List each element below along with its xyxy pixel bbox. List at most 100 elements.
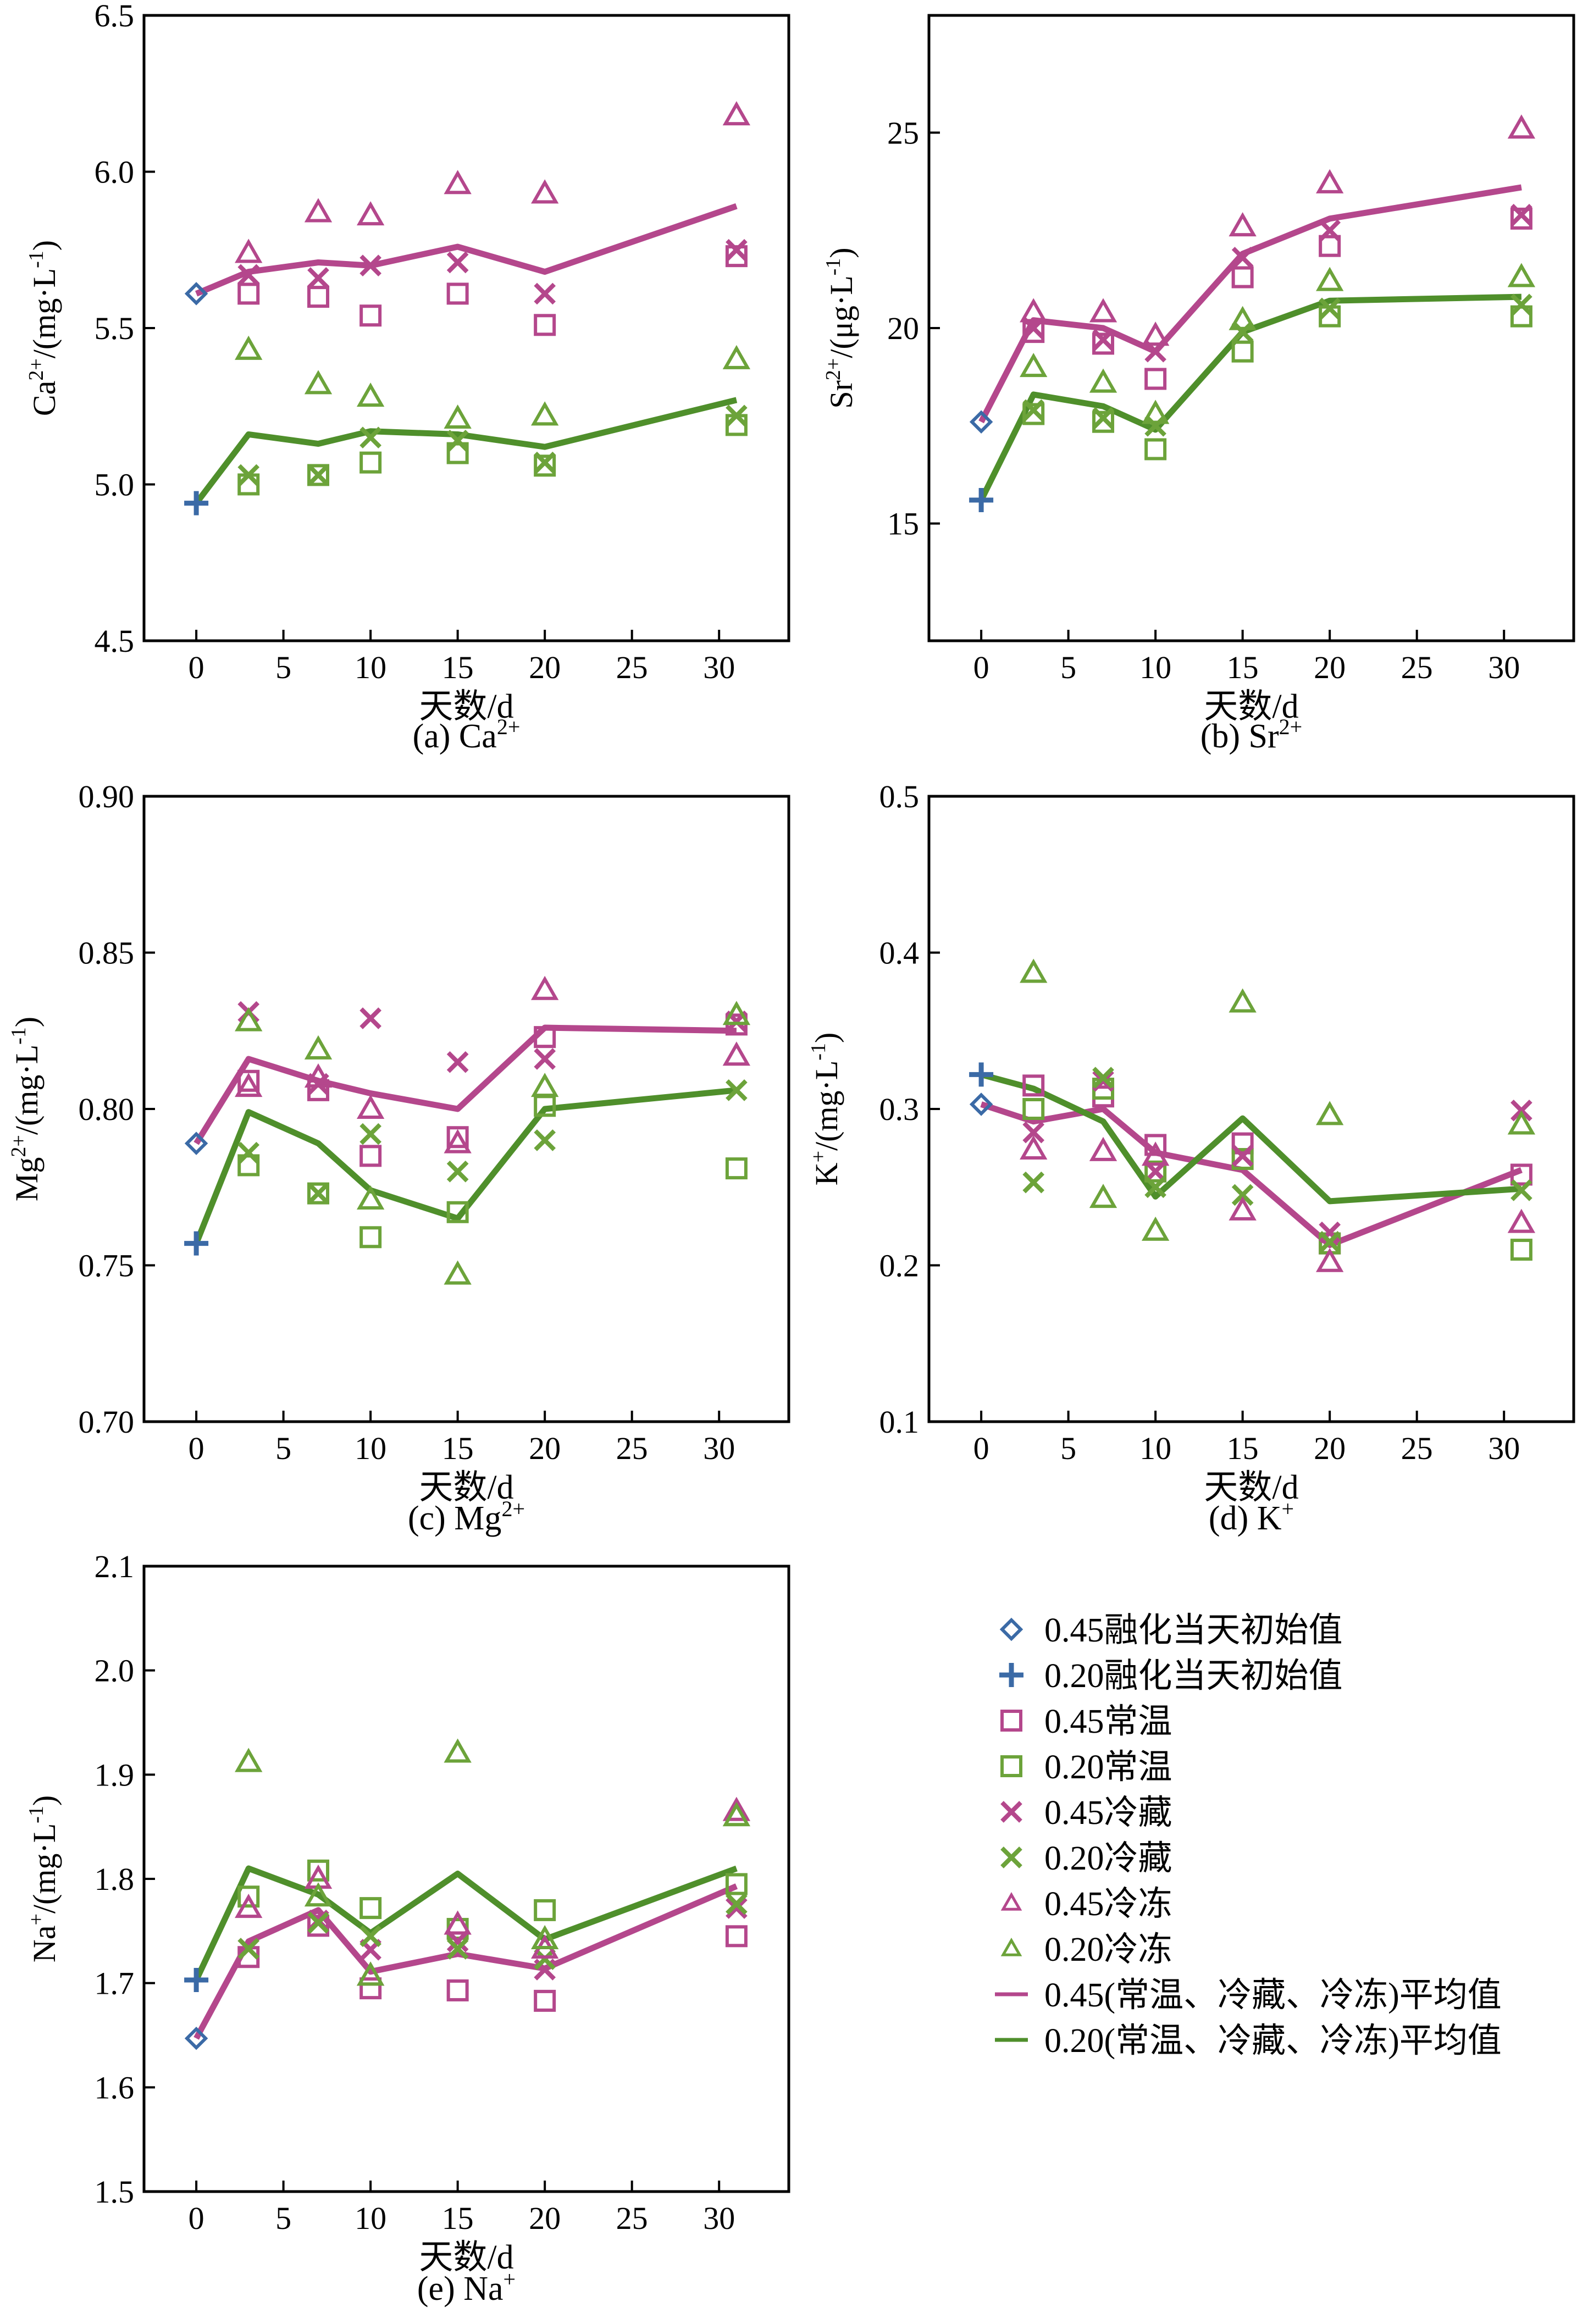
point-init45: [969, 1092, 993, 1116]
point-frozen20: [1020, 958, 1048, 983]
point-frozen20: [1315, 1101, 1344, 1125]
point-room45: [1231, 1132, 1254, 1155]
point-frozen45: [1315, 169, 1344, 193]
series-line-avg20: [193, 397, 738, 505]
legend-label: 0.45常温: [1044, 1703, 1172, 1740]
x-tick-label: 30: [703, 2200, 735, 2236]
point-init20: [184, 1231, 209, 1256]
panel-d: 0 5 10 15 20 25 30 0.1 0.2 0.3 0.4 0.5 天数/d K+/(mg·L-…: [807, 779, 1575, 1537]
series-line-avg20: [978, 293, 1522, 502]
x-tick-label: 5: [275, 650, 291, 685]
x-tick-label: 10: [1139, 1430, 1171, 1466]
point-frozen20: [444, 1738, 472, 1763]
point-room20: [237, 1154, 260, 1177]
point-room45: [1319, 235, 1341, 257]
x-tick-label: 25: [616, 2200, 648, 2236]
point-frozen45: [444, 170, 472, 195]
x-tick-label: 5: [275, 1430, 291, 1466]
point-frozen45: [444, 1129, 472, 1153]
x-tick-label: 25: [616, 1430, 648, 1466]
point-fridge20: [1319, 1230, 1341, 1253]
point-frozen20: [530, 401, 559, 426]
point-frozen20: [356, 1185, 385, 1210]
point-fridge20: [1144, 1176, 1166, 1199]
point-frozen45: [1229, 212, 1257, 237]
point-fridge45: [1231, 247, 1254, 269]
legend-swatch: [1000, 1710, 1022, 1732]
point-room45: [725, 1925, 748, 1948]
point-fridge20: [307, 1911, 329, 1934]
point-frozen20: [356, 1961, 385, 1986]
y-axis-label: Na+/(mg·L-1): [25, 1795, 62, 1962]
legend-label: 0.20冷冻: [1044, 1931, 1172, 1968]
point-frozen45: [304, 198, 333, 223]
point-fridge45: [237, 264, 260, 286]
point-fridge20: [1092, 407, 1114, 429]
legend-label: 0.20冷藏: [1044, 1840, 1172, 1877]
point-fridge20: [534, 1129, 556, 1151]
point-room20: [725, 1157, 748, 1180]
legend-item-fridge45: 0.45冷藏: [1000, 1794, 1172, 1832]
point-fridge20: [534, 451, 556, 474]
legend-item-avg45: 0.45(常温、冷藏、冷冻)平均值: [995, 1977, 1502, 2014]
panel-b: 0 5 10 15 20 25 30 15 20 25 天数/d Sr2+/(μg·L-1) (b) S…: [822, 14, 1575, 755]
panel-caption: (d) K+: [1209, 1496, 1294, 1537]
y-tick-label: 0.75: [79, 1248, 135, 1284]
point-room45: [307, 1915, 330, 1937]
point-fridge20: [1510, 1179, 1532, 1201]
point-room20: [446, 442, 469, 464]
point-fridge20: [726, 1079, 748, 1101]
point-frozen20: [304, 370, 333, 395]
point-frozen45: [530, 975, 559, 1000]
y-tick-label: 4.5: [95, 623, 135, 659]
legend-item-init45: 0.45融化当天初始值: [999, 1612, 1343, 1649]
point-room45: [1022, 1074, 1045, 1097]
point-frozen20: [722, 1001, 751, 1025]
point-frozen20: [235, 335, 263, 360]
point-room20: [1510, 1239, 1532, 1261]
y-tick-label: 6.0: [95, 154, 135, 190]
point-fridge45: [307, 267, 329, 289]
panel-caption: (c) Mg2+: [408, 1496, 525, 1537]
legend-label: 0.20融化当天初始值: [1044, 1657, 1343, 1695]
x-tick-label: 0: [973, 1430, 989, 1466]
point-fridge20: [1231, 321, 1254, 343]
point-room45: [534, 314, 556, 336]
legend-item-room20: 0.20常温: [1000, 1749, 1172, 1786]
x-tick-label: 25: [616, 650, 648, 685]
legend-swatch: [1000, 1892, 1022, 1911]
point-frozen45: [1315, 1247, 1344, 1272]
point-room20: [1144, 1160, 1167, 1183]
point-frozen45: [1141, 321, 1170, 346]
point-room45: [307, 286, 330, 308]
point-frozen20: [1507, 263, 1536, 287]
y-axis-label: Ca2+/(mg·L-1): [25, 240, 62, 416]
x-tick-label: 30: [1488, 650, 1520, 685]
point-room20: [725, 1873, 748, 1895]
x-tick-label: 15: [1227, 1430, 1259, 1466]
point-frozen45: [722, 101, 751, 126]
series-line-avg45: [193, 1883, 738, 2040]
point-init20: [184, 1967, 209, 1992]
point-room45: [237, 1069, 260, 1092]
y-tick-label: 20: [887, 310, 919, 346]
legend-swatch: [999, 1663, 1023, 1687]
x-axis-label: 天数/d: [419, 688, 513, 725]
y-tick-label: 1.5: [95, 2174, 135, 2210]
point-fridge45: [1092, 1069, 1114, 1092]
point-room45: [1092, 332, 1115, 355]
point-fridge20: [307, 1182, 329, 1205]
point-frozen20: [444, 404, 472, 429]
point-frozen20: [1507, 1110, 1536, 1135]
point-fridge45: [446, 251, 469, 274]
point-fridge45: [446, 1051, 469, 1073]
point-room20: [359, 1226, 382, 1249]
point-room20: [1231, 340, 1254, 363]
point-fridge20: [359, 1925, 381, 1948]
point-fridge45: [446, 1930, 469, 1953]
point-frozen20: [304, 1882, 333, 1907]
x-tick-label: 0: [189, 1430, 204, 1466]
point-frozen20: [722, 1802, 751, 1827]
point-frozen20: [1315, 267, 1344, 291]
